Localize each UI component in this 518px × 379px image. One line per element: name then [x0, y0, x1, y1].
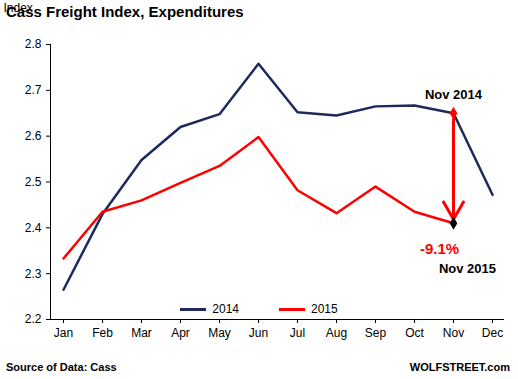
svg-text:Nov: Nov: [443, 326, 464, 340]
html-text:WOLFSTREET.com: WOLFSTREET.com: [409, 361, 510, 373]
svg-text:2.8: 2.8: [25, 37, 42, 51]
svg-text:Nov 2014: Nov 2014: [425, 87, 483, 102]
svg-text:2.3: 2.3: [25, 267, 42, 281]
html-text:Source of Data: Cass: Source of Data: Cass: [6, 361, 117, 373]
svg-text:May: May: [208, 326, 231, 340]
svg-text:Jul: Jul: [290, 326, 305, 340]
svg-text:2.5: 2.5: [25, 175, 42, 189]
svg-text:Oct: Oct: [405, 326, 424, 340]
svg-text:Aug: Aug: [326, 326, 347, 340]
svg-text:2.4: 2.4: [25, 221, 42, 235]
svg-text:Feb: Feb: [92, 326, 113, 340]
svg-text:2.7: 2.7: [25, 83, 42, 97]
svg-text:Dec: Dec: [482, 326, 503, 340]
html-text:2014: 2014: [212, 302, 239, 316]
svg-text:Apr: Apr: [171, 326, 190, 340]
svg-text:Jan: Jan: [54, 326, 73, 340]
svg-text:Mar: Mar: [131, 326, 152, 340]
svg-text:2.6: 2.6: [25, 129, 42, 143]
svg-text:Nov 2015: Nov 2015: [439, 261, 496, 276]
svg-text:Sep: Sep: [365, 326, 387, 340]
svg-text:Jun: Jun: [249, 326, 268, 340]
html-text:2015: 2015: [311, 302, 338, 316]
svg-text:-9.1%: -9.1%: [420, 240, 459, 257]
html-text:Cass Freight Index, Expenditur: Cass Freight Index, Expenditures: [6, 3, 244, 20]
svg-text:2.2: 2.2: [25, 312, 42, 326]
